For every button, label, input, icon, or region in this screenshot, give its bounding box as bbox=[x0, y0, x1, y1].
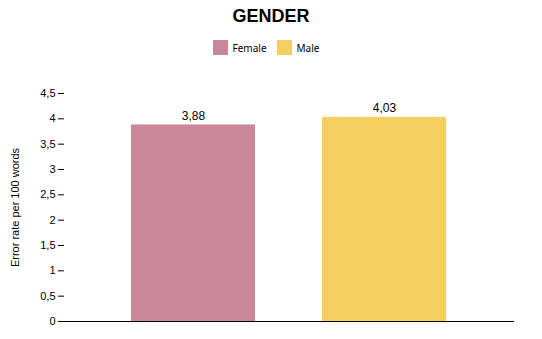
svg-text:1,5: 1,5 bbox=[40, 239, 55, 251]
html-text:Female: Female bbox=[232, 40, 267, 55]
svg-text:3,88: 3,88 bbox=[182, 109, 206, 123]
svg-text:4,5: 4,5 bbox=[40, 87, 55, 99]
svg-text:0: 0 bbox=[49, 315, 55, 327]
svg-text:2,5: 2,5 bbox=[40, 188, 55, 200]
svg-text:0,5: 0,5 bbox=[40, 290, 55, 302]
svg-text:1: 1 bbox=[49, 264, 55, 276]
svg-text:Error rate per 100 words: Error rate per 100 words bbox=[9, 147, 21, 267]
svg-text:4,03: 4,03 bbox=[373, 101, 397, 115]
svg-text:3,5: 3,5 bbox=[40, 138, 55, 150]
svg-text:4: 4 bbox=[49, 112, 55, 124]
svg-text:3: 3 bbox=[49, 163, 55, 175]
svg-text:2: 2 bbox=[49, 214, 55, 226]
html-text:GENDER: GENDER bbox=[232, 6, 310, 26]
html-text:Male: Male bbox=[296, 40, 320, 55]
